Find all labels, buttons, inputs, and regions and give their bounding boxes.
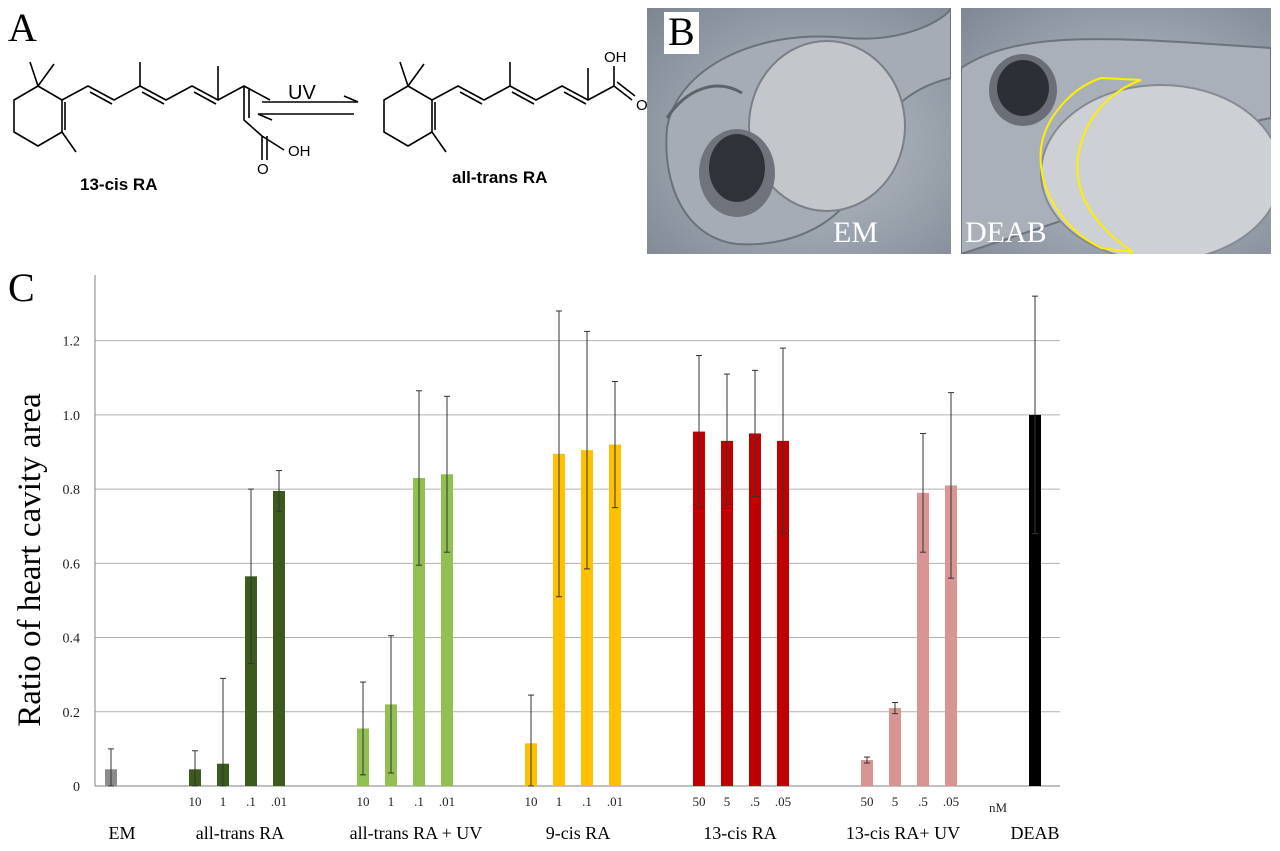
group-label: all-trans RA + UV [350,823,483,843]
dose-label: 10 [357,794,370,809]
group-label: EM [109,823,136,843]
dose-label: .01 [607,794,623,809]
dose-label: .01 [439,794,455,809]
grid-lines [95,340,1060,713]
labels: 0 0.2 0.4 0.6 0.8 1.0 1.2 EM 10 1 .1 .01 all-trans R… [63,335,1060,843]
bar [273,490,285,786]
atom-oh-left: OH [288,143,311,160]
y-tick-label: 0.4 [63,632,81,647]
bar [945,485,957,786]
y-tick-label: 1.0 [63,409,81,424]
chemical-structures: OH O OH O [13,49,648,178]
group-label: DEAB [1011,823,1060,843]
dose-label: 5 [724,794,731,809]
dose-label: .05 [943,794,959,809]
molecule-name-right: all-trans RA [452,168,548,187]
reaction-label: UV [288,82,316,104]
molecule-name-left: 13-cis RA [80,175,158,194]
group-label: 9-cis RA [546,823,611,843]
dose-label: .05 [775,794,791,809]
dose-label: .5 [750,794,760,809]
photo-label-em: EM [833,216,878,249]
y-tick-label: 1.2 [63,335,81,350]
bar [553,453,565,786]
dose-label: 10 [525,794,538,809]
dose-label: 1 [220,794,227,809]
bar [889,708,901,786]
atom-o-right: O [636,97,648,114]
y-tick-label: 0.8 [63,483,81,498]
bar [917,492,929,786]
panel-label-a: A [8,5,37,50]
dose-label: .1 [246,794,256,809]
y-tick-label: 0.6 [63,557,81,572]
dose-label: 1 [388,794,395,809]
y-tick-label: 0 [73,780,80,795]
dose-label: .1 [414,794,424,809]
dose-label: 50 [861,794,874,809]
y-axis-label: Ratio of heart cavity area [12,393,48,727]
group-label: 13-cis RA [703,823,777,843]
atom-o-left: O [257,161,269,178]
bar [245,576,257,786]
bar [777,440,789,786]
embryo-photo-deab: DEAB [961,8,1271,254]
dose-label: 50 [693,794,706,809]
bar [749,433,761,786]
dose-label: .01 [271,794,287,809]
bar [721,440,733,786]
unit-label: nM [989,800,1008,815]
atom-oh-right: OH [604,49,627,66]
panel-label-b: B [664,12,699,54]
panel-label-c: C [8,265,35,310]
bar [609,444,621,786]
group-label: all-trans RA [196,823,284,843]
dose-label: 1 [556,794,563,809]
bars [105,295,1041,787]
photo-label-deab: DEAB [965,216,1047,249]
bar [413,477,425,786]
dose-label: 5 [892,794,899,809]
bar [1029,414,1041,786]
dose-label: .1 [582,794,592,809]
axes [94,275,1060,787]
y-tick-label: 0.2 [63,706,81,721]
bar [693,431,705,786]
bar [861,760,873,786]
dose-label: .5 [918,794,928,809]
group-label: 13-cis RA+ UV [846,823,960,843]
bar [581,450,593,786]
dose-label: 10 [189,794,202,809]
